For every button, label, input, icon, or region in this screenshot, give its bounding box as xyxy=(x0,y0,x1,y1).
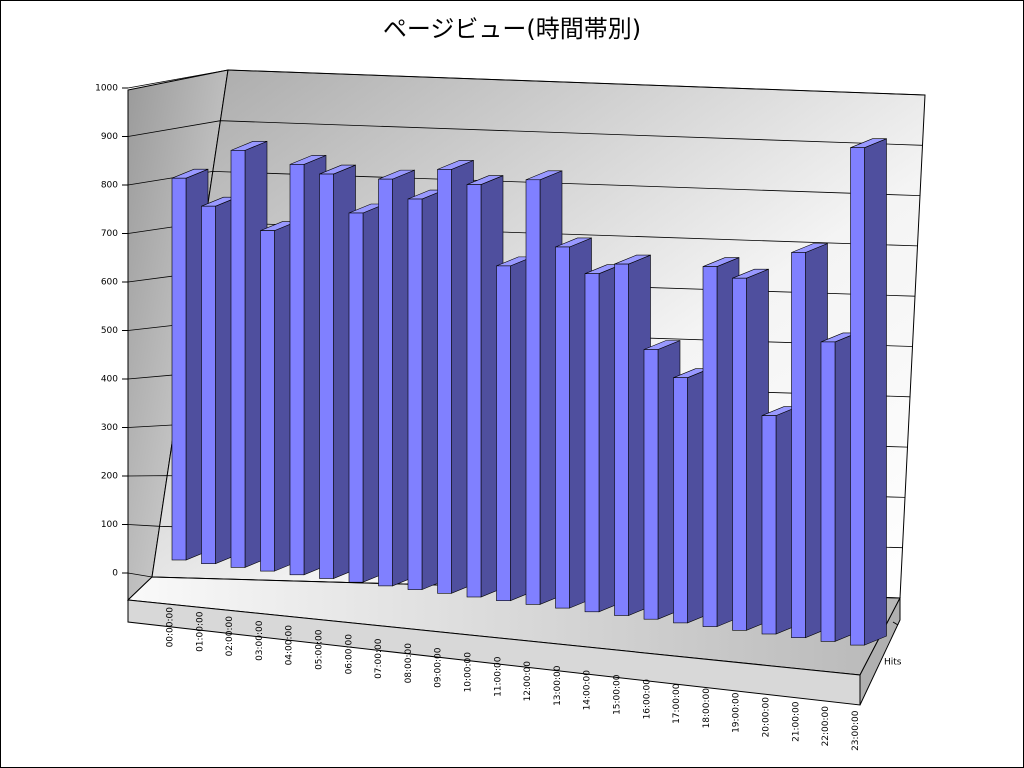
x-tick-label: 11:00:00 xyxy=(493,656,503,697)
x-tick-label: 21:00:00 xyxy=(791,701,801,742)
bar-front xyxy=(820,341,836,642)
series-label: Hits xyxy=(884,658,902,668)
x-tick-label: 06:00:00 xyxy=(344,634,354,675)
x-tick-label: 01:00:00 xyxy=(195,611,205,652)
x-tick-label: 03:00:00 xyxy=(255,620,265,661)
x-tick-label: 22:00:00 xyxy=(821,706,831,747)
bar-front xyxy=(437,169,452,594)
x-tick-label: 08:00:00 xyxy=(404,643,414,684)
grid-line xyxy=(127,170,921,196)
x-tick-label: 07:00:00 xyxy=(374,638,384,679)
x-tick-label: 20:00:00 xyxy=(762,697,772,738)
bar-front xyxy=(702,266,718,627)
bar xyxy=(850,138,887,646)
y-tick-label: 1000 xyxy=(95,84,118,94)
x-tick-label: 23:00:00 xyxy=(851,710,861,751)
bar-front xyxy=(319,173,334,579)
bar-front xyxy=(525,179,541,605)
y-tick-label: 100 xyxy=(101,520,118,530)
grid-line xyxy=(127,69,926,96)
y-tick-label: 500 xyxy=(101,326,118,336)
y-tick-label: 0 xyxy=(112,569,118,579)
x-tick-label: 17:00:00 xyxy=(672,683,682,724)
bar-front xyxy=(407,198,423,590)
x-tick-label: 05:00:00 xyxy=(315,629,325,670)
bar-front xyxy=(496,265,511,601)
grid-line xyxy=(127,120,923,146)
bar-front xyxy=(643,349,659,620)
chart-title: ページビュー(時間帯別) xyxy=(383,15,641,43)
x-tick-label: 14:00:00 xyxy=(583,670,593,711)
x-tick-label: 19:00:00 xyxy=(732,692,742,733)
x-tick-label: 15:00:00 xyxy=(613,674,623,715)
x-tick-label: 18:00:00 xyxy=(702,688,712,729)
bar-front xyxy=(348,212,364,583)
bar-front xyxy=(378,178,393,587)
bar-front xyxy=(171,177,187,561)
bar-front xyxy=(201,205,216,564)
x-tick-label: 13:00:00 xyxy=(553,665,563,706)
bar-front xyxy=(614,263,629,616)
bar-front xyxy=(732,277,747,631)
bar-front xyxy=(466,184,482,598)
y-tick-label: 800 xyxy=(101,181,118,191)
bar-front xyxy=(289,164,305,576)
bar-front xyxy=(761,415,777,635)
x-tick-label: 00:00:00 xyxy=(166,607,176,648)
x-tick-label: 02:00:00 xyxy=(225,616,235,657)
bar-front xyxy=(791,252,806,638)
x-tick-label: 04:00:00 xyxy=(285,625,295,666)
y-tick-label: 200 xyxy=(101,472,118,482)
y-tick-label: 400 xyxy=(101,375,118,385)
bar-front xyxy=(584,273,600,613)
y-tick-label: 700 xyxy=(101,229,118,239)
x-tick-label: 12:00:00 xyxy=(523,661,533,702)
x-tick-label: 10:00:00 xyxy=(464,652,474,693)
bar-front xyxy=(260,230,275,572)
x-tick-label: 09:00:00 xyxy=(434,647,444,688)
bar-front xyxy=(850,147,865,646)
y-tick-label: 900 xyxy=(101,132,118,142)
bar-front xyxy=(673,377,688,624)
bar-side xyxy=(864,138,887,646)
y-tick-label: 300 xyxy=(101,423,118,433)
bar-front xyxy=(230,150,246,568)
bar-front xyxy=(555,246,570,609)
y-tick-label: 600 xyxy=(101,278,118,288)
x-tick-label: 16:00:00 xyxy=(642,679,652,720)
depth-tick xyxy=(892,621,899,626)
